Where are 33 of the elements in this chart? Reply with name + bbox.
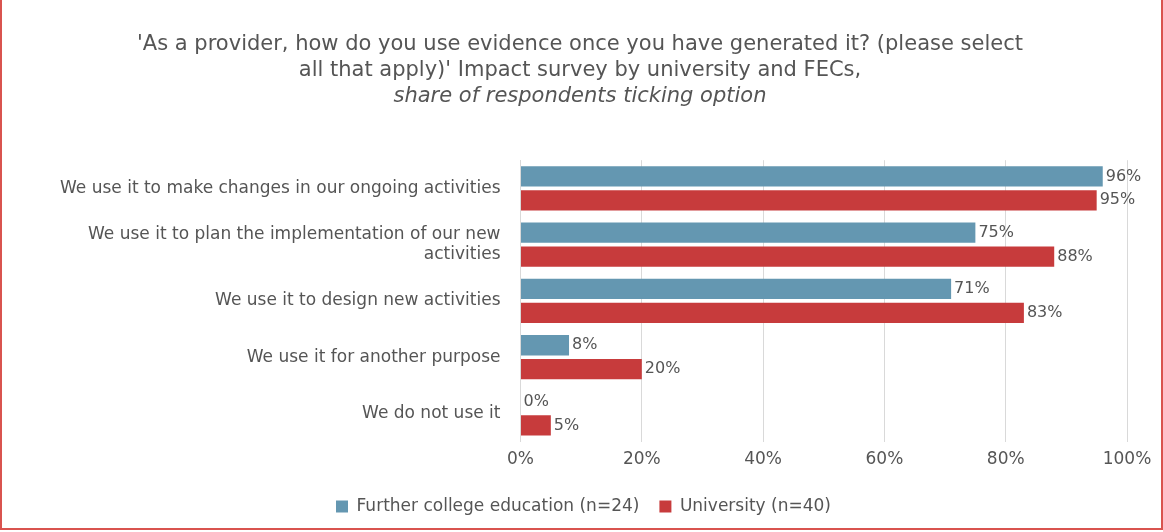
y-tick-label: We use it to make changes in our ongoing activities xyxy=(59,176,501,197)
bar xyxy=(521,278,952,300)
data-label: 71% xyxy=(954,278,990,298)
x-tick-label: 100% xyxy=(1102,448,1152,469)
x-tick-label: 20% xyxy=(622,448,661,469)
y-tick-label: We do not use it xyxy=(362,401,501,422)
x-tick-label: 40% xyxy=(744,448,782,469)
bar xyxy=(521,222,976,243)
data-label: 20% xyxy=(644,358,681,378)
bar xyxy=(521,246,1055,267)
y-tick-label: We use it for another purpose xyxy=(246,345,501,366)
x-tick-label: 60% xyxy=(865,448,904,469)
data-label: 75% xyxy=(978,221,1014,241)
y-tick-label: We use it to plan the implementation of our new activities xyxy=(88,222,501,264)
y-tick-label: We use it to design new activities xyxy=(215,289,501,310)
data-label: 95% xyxy=(1099,189,1136,209)
legend-label: Further college education (n=24) xyxy=(356,494,640,515)
data-label: 83% xyxy=(1026,302,1063,322)
bar xyxy=(521,415,551,436)
data-label: 88% xyxy=(1057,245,1093,265)
data-label: 96% xyxy=(1105,165,1142,185)
legend-label: University (n=40) xyxy=(679,494,831,515)
data-label: 8% xyxy=(572,334,598,354)
x-tick-label: 0% xyxy=(507,448,534,469)
chart-subtitle: share of respondents ticking option xyxy=(392,82,768,108)
data-label: 5% xyxy=(553,414,580,434)
x-tick-label: 80% xyxy=(986,448,1025,469)
bar xyxy=(521,302,1024,324)
bar xyxy=(521,190,1097,211)
bar xyxy=(521,166,1103,187)
data-label: 0% xyxy=(523,390,549,410)
bar xyxy=(521,335,570,356)
bar xyxy=(521,358,642,380)
